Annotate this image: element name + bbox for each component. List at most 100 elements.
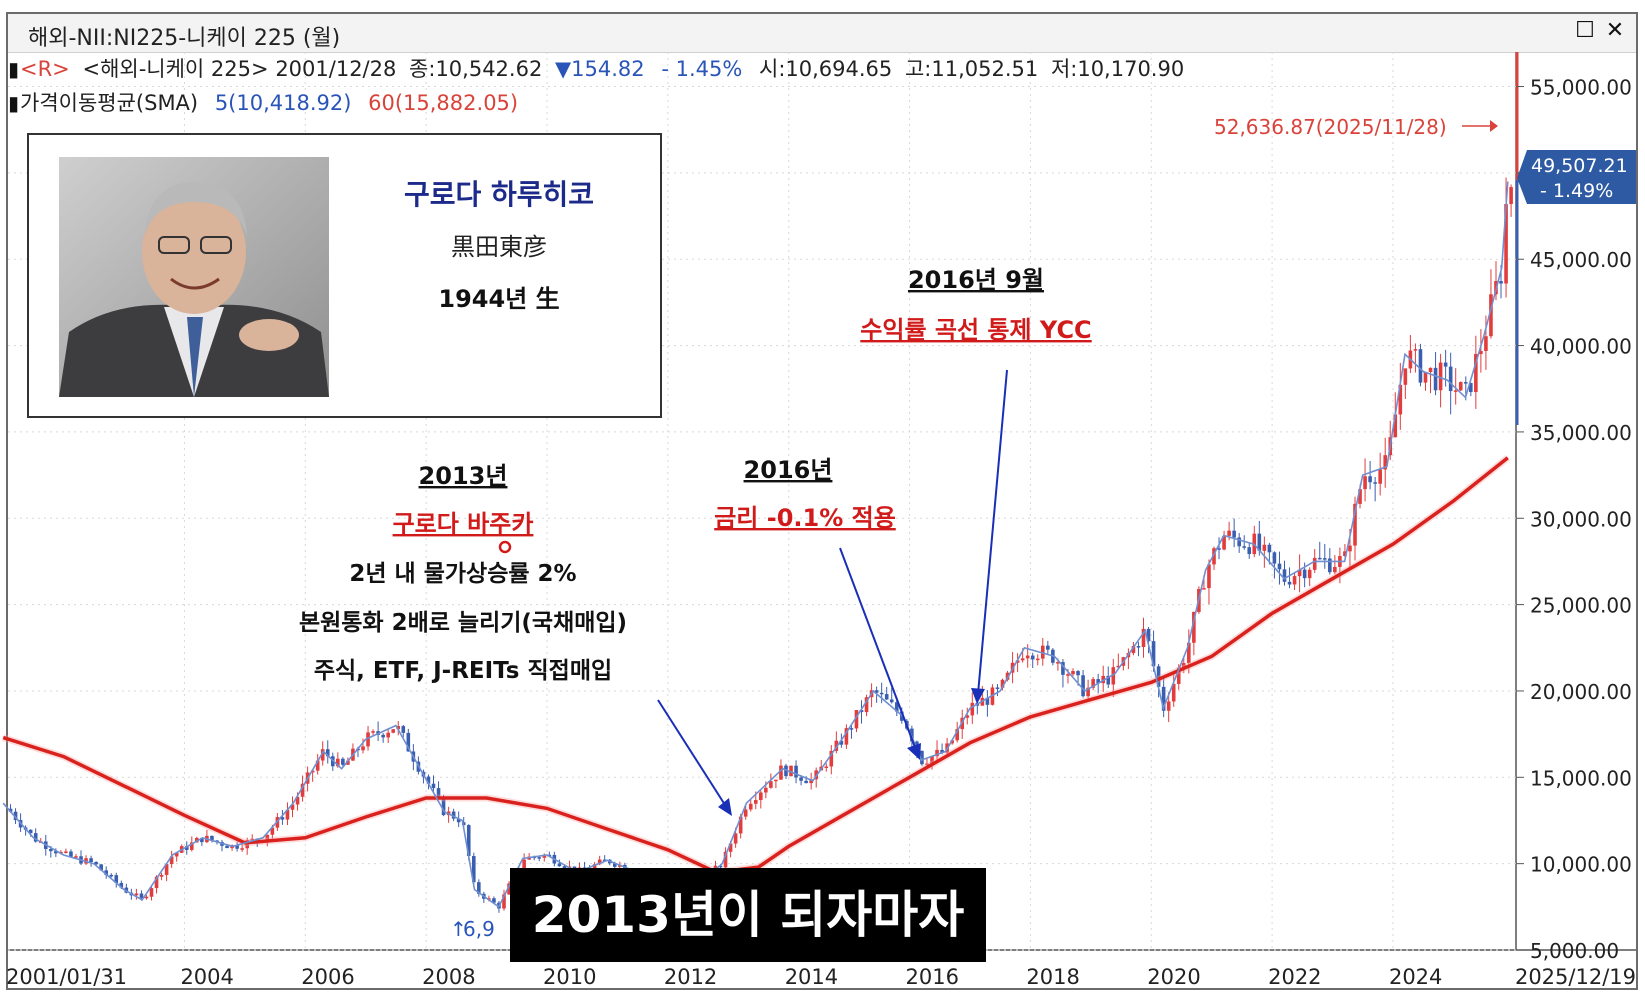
candle-body [381,734,385,738]
candle-body [325,749,330,757]
candle-body [310,770,315,773]
x-tick-labels: 2001/01/31 2004 2006 2008 2010 2012 2014 2016 20… [6,965,1636,989]
candle-body [184,846,189,850]
candle-body [1403,368,1408,385]
candle-body [1277,563,1282,570]
candle-body [1151,641,1156,667]
info-line-2: 가격이동평균(SMA) 5(10,418.92) 60(15,882.05) [20,91,518,115]
candle-body [250,838,255,841]
candle-body [1489,294,1493,337]
candle-body [955,729,959,741]
candle-body [1282,569,1287,582]
candle-body [8,808,13,812]
candle-body [1202,588,1206,590]
candle-body [507,883,511,895]
candle-body [295,796,300,805]
sma-label: 가격이동평균(SMA) [20,91,198,115]
candle-body [1171,683,1176,702]
candle-body [320,749,325,761]
candle-body [829,750,834,767]
x-tick-label: 2010 [543,965,596,989]
candle-body [597,859,602,865]
candle-body [33,833,38,842]
candle-body [89,858,93,863]
candle-body [1116,665,1121,668]
candle-body [1413,349,1418,351]
candle-body [225,845,229,849]
candle-body [285,809,290,820]
candle-body [1383,455,1388,470]
candle-body [1328,558,1332,573]
candle-body [1131,646,1136,654]
candle-body [985,697,990,705]
close-icon[interactable]: ✕ [1605,18,1625,43]
arrow-2016-head [907,743,921,760]
candle-body [441,796,446,816]
candle-body [1458,382,1463,391]
candle-body [854,710,859,729]
candle-body [431,783,436,789]
candle-body [1438,362,1443,391]
candle-body [1358,489,1362,504]
candle-body [154,876,159,889]
candle-body [1272,552,1277,564]
maximize-icon[interactable]: ☐ [1575,18,1595,43]
candle-body [894,702,899,712]
candle-body [1378,469,1382,484]
subtitle-caption: 2013년이 되자마자 [510,868,986,962]
candle-body [844,728,849,745]
ann-2013-line3: 주식, ETF, J-REITs 직접매입 [314,658,612,684]
candle-body [174,852,179,857]
candle-body [406,732,411,752]
candle-body [784,765,788,777]
candle-body [542,854,547,858]
candle-body [1348,545,1352,552]
candle-body [1192,611,1196,643]
candle-body [1086,687,1090,697]
high-label: 52,636.87(2025/11/28) [1214,115,1447,139]
candle-body [1353,503,1357,546]
ann-ycc-headline: 수익률 곡선 통제 YCC [860,316,1091,344]
candle-body [592,864,597,869]
candle-body [789,765,793,777]
candle-body [824,766,829,769]
candle-body [794,765,798,778]
ann-2013-line1: 2년 내 물가상승률 2% [349,561,576,587]
candle-body [930,756,934,764]
info-symbol: <해외-니케이 225> [82,57,268,81]
candle-body [28,829,33,834]
y-tick-label: 15,000.00 [1530,766,1632,790]
candle-body [738,816,743,834]
info-change: ▼154.82 [555,57,645,81]
candle-body [1061,662,1065,675]
candle-body [189,842,194,850]
y-tick-label: 10,000.00 [1530,853,1632,877]
candle-body [466,825,471,857]
candle-body [300,783,305,797]
candle-body [386,732,390,738]
candle-body [769,781,773,788]
x-tick-label: 2018 [1026,965,1079,989]
candle-body [1106,675,1111,685]
candle-body [522,859,526,869]
candle-body [764,787,768,793]
candle-body [99,864,103,871]
candle-body [270,827,275,835]
profile-card: 구로다 하루히코 黒田東彦 1944년 生 [27,133,662,418]
y-tick-label: 5,000.00 [1530,939,1619,963]
candle-body [1181,663,1186,668]
candle-body [13,811,18,821]
candle-body [834,740,839,751]
candle-body [950,740,954,744]
candle-body [1000,679,1005,688]
sma60-line [2,456,1509,875]
info-marker-2: ▮ [8,91,19,115]
y-tick-label: 35,000.00 [1530,421,1632,445]
candle-body [925,763,929,766]
candle-body [759,792,763,801]
candle-body [1484,336,1488,351]
candle-body [748,803,753,810]
profile-name: 구로다 하루히코 [403,178,595,211]
candle-body [280,817,285,820]
